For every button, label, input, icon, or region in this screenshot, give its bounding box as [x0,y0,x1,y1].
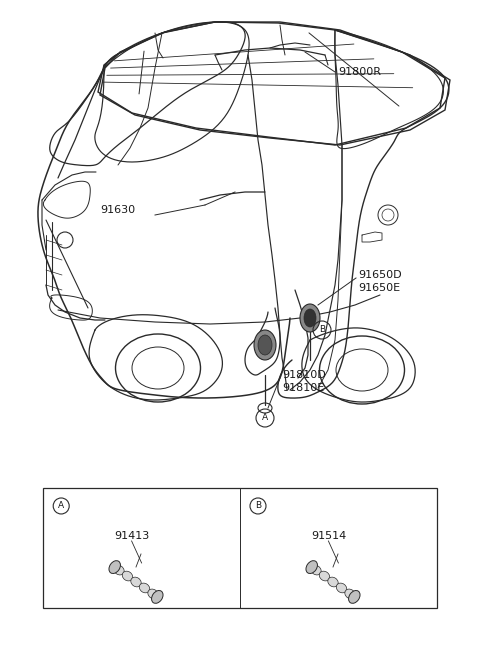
Text: 91630: 91630 [100,205,135,215]
Text: 91800R: 91800R [338,67,381,77]
Ellipse shape [131,577,141,587]
Ellipse shape [258,335,272,355]
Ellipse shape [345,589,355,599]
Ellipse shape [148,589,158,599]
Ellipse shape [304,309,316,327]
Ellipse shape [109,561,120,574]
Ellipse shape [311,565,321,575]
Text: 91810D: 91810D [282,370,326,380]
Ellipse shape [348,591,360,603]
Ellipse shape [328,577,338,587]
Bar [43,488,437,608]
Ellipse shape [306,561,317,574]
Text: 91650E: 91650E [358,283,400,293]
Text: A: A [58,502,64,510]
Text: 91514: 91514 [311,531,346,541]
Ellipse shape [319,571,330,581]
Text: B: B [255,502,261,510]
Text: 91810E: 91810E [282,383,324,393]
Ellipse shape [336,583,347,593]
Text: A: A [262,413,268,422]
Ellipse shape [122,571,132,581]
Text: 91413: 91413 [114,531,149,541]
Ellipse shape [152,591,163,603]
Ellipse shape [300,304,320,332]
Ellipse shape [114,565,124,575]
Text: B: B [319,326,325,335]
Ellipse shape [254,330,276,360]
Ellipse shape [139,583,150,593]
Text: 91650D: 91650D [358,270,402,280]
